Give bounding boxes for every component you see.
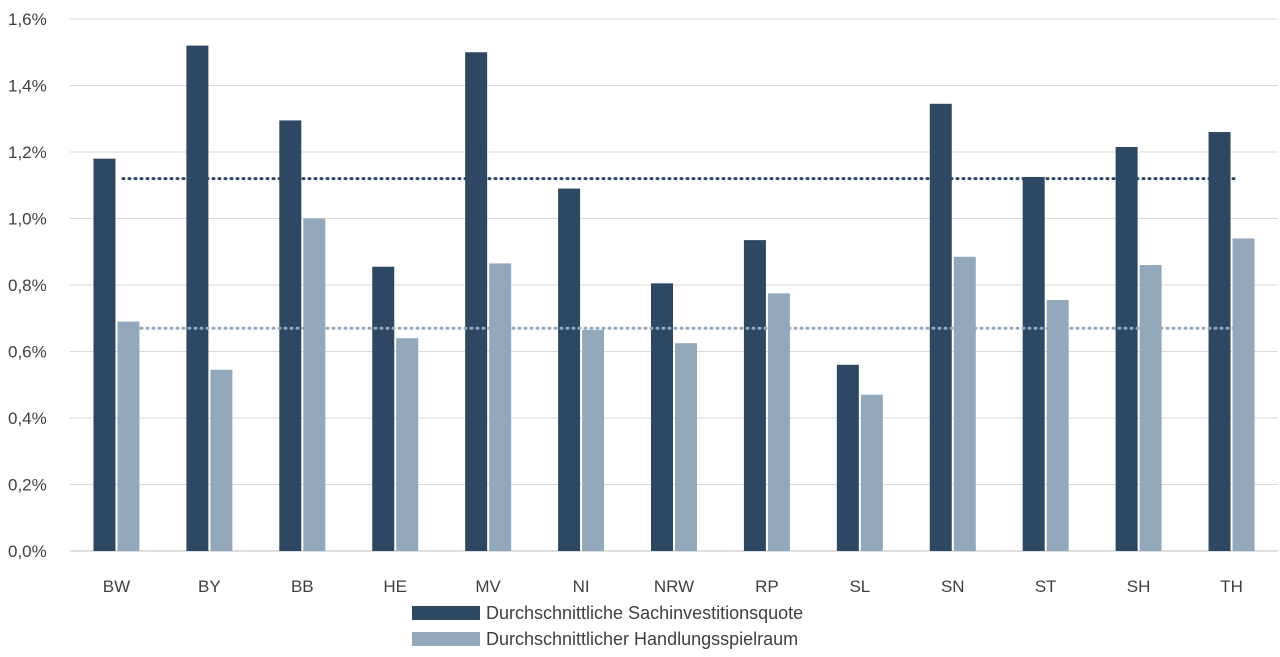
x-tick-label: HE <box>383 577 407 596</box>
bar-by-series-2 <box>210 369 233 551</box>
y-axis-ticks: 0,0% 0,2% 0,4% 0,6% 0,8% 1,0% 1,2% 1,4% 1,6% <box>8 10 47 561</box>
x-tick-label: MV <box>475 577 501 596</box>
x-tick-label: NRW <box>654 577 694 596</box>
x-tick-label: SL <box>849 577 870 596</box>
y-tick-label: 0,4% <box>8 409 47 428</box>
y-tick-label: 1,2% <box>8 143 47 162</box>
bar-nrw-series-1 <box>651 283 673 551</box>
bar-sh-series-2 <box>1139 265 1162 551</box>
bar-he-series-2 <box>396 338 419 551</box>
bar-st-series-1 <box>1022 176 1045 551</box>
x-tick-label: ST <box>1035 577 1057 596</box>
x-tick-label: BY <box>198 577 221 596</box>
x-tick-label: RP <box>755 577 779 596</box>
bar-th-series-2 <box>1232 238 1255 551</box>
reference-lines <box>121 177 1238 330</box>
bar-sl-series-2 <box>860 394 883 551</box>
legend-item-handlungsspielraum: Durchschnittlicher Handlungsspielraum <box>412 626 803 652</box>
gridlines <box>70 18 1278 552</box>
bar-bb-series-2 <box>303 218 326 551</box>
x-axis-ticks: BW BY BB HE MV NI NRW RP SL SN ST SH TH <box>103 577 1243 596</box>
y-tick-label: 0,8% <box>8 276 47 295</box>
y-tick-label: 0,0% <box>8 542 47 561</box>
bar-bb-series-1 <box>279 120 302 551</box>
bar-rp-series-2 <box>767 293 790 551</box>
bar-sl-series-1 <box>836 364 859 551</box>
legend-label: Durchschnittlicher Handlungsspielraum <box>486 628 799 649</box>
x-tick-label: SH <box>1127 577 1151 596</box>
bar-ni-series-1 <box>558 188 581 551</box>
bar-nrw-series-2 <box>675 343 697 551</box>
legend-item-sachinvestitionsquote: Durchschnittliche Sachinvestitionsquote <box>412 600 803 626</box>
x-tick-label: BB <box>291 577 314 596</box>
y-tick-label: 0,2% <box>8 476 47 495</box>
bar-rp-series-1 <box>743 240 766 552</box>
bar-by-series-1 <box>186 45 209 551</box>
y-tick-label: 1,4% <box>8 77 47 96</box>
bar-st-series-2 <box>1046 299 1069 551</box>
x-tick-label: NI <box>573 577 590 596</box>
x-tick-label: TH <box>1220 577 1243 596</box>
x-tick-label: BW <box>103 577 130 596</box>
bar-ni-series-2 <box>582 329 605 551</box>
bar-mv-series-2 <box>489 263 512 551</box>
x-tick-label: SN <box>941 577 965 596</box>
bars <box>93 45 1255 552</box>
bar-th-series-1 <box>1208 132 1231 552</box>
legend-swatch-light <box>412 632 480 646</box>
y-tick-label: 1,6% <box>8 10 47 29</box>
y-tick-label: 0,6% <box>8 343 47 362</box>
bar-sh-series-1 <box>1115 147 1138 551</box>
legend: Durchschnittliche Sachinvestitionsquote … <box>412 600 803 652</box>
legend-swatch-dark <box>412 606 480 620</box>
bar-bw-series-2 <box>117 321 140 551</box>
y-tick-label: 1,0% <box>8 210 47 229</box>
bar-mv-series-1 <box>465 52 488 551</box>
bar-bw-series-1 <box>93 158 116 551</box>
bar-he-series-1 <box>372 266 395 551</box>
bar-sn-series-2 <box>953 256 976 551</box>
legend-label: Durchschnittliche Sachinvestitionsquote <box>486 602 804 623</box>
